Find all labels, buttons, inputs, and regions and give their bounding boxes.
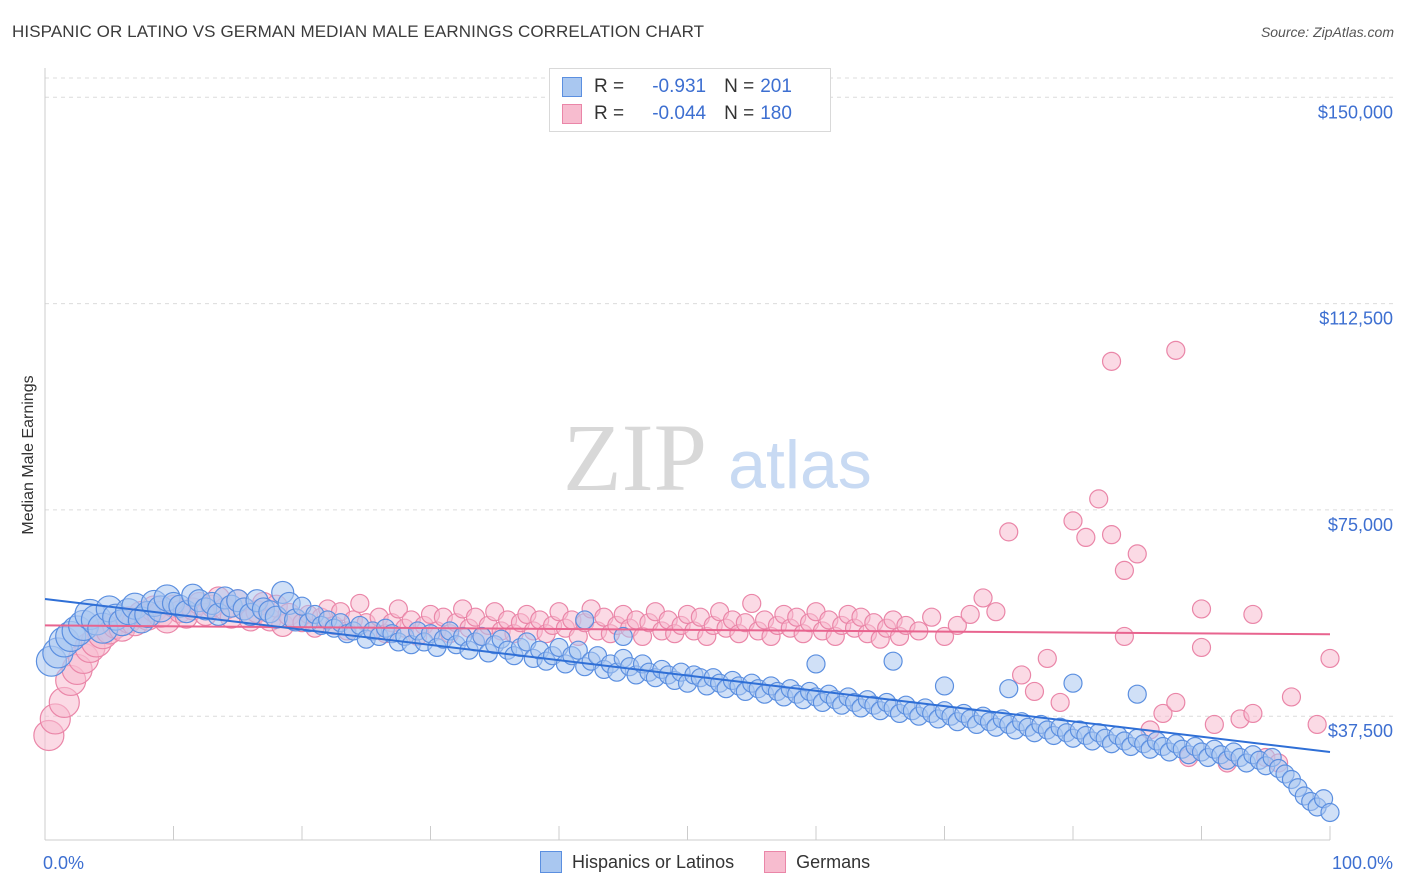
correlation-legend: R = -0.931 N = 201 R = -0.044 N = 180 (549, 68, 831, 132)
r-label: R = (594, 76, 625, 97)
y-tick-label: $37,500 (1328, 721, 1393, 741)
hispanics-trend-line (44, 598, 1331, 753)
axes (44, 68, 1331, 841)
chart-title: HISPANIC OR LATINO VS GERMAN MEDIAN MALE… (12, 22, 705, 41)
hispanics-points (35, 580, 1340, 823)
german-point (1037, 648, 1057, 669)
german-point (350, 593, 370, 614)
y-tick-label: $112,500 (1319, 309, 1393, 329)
german-point (1281, 687, 1302, 707)
german-point (1243, 604, 1263, 625)
n-value: 180 (760, 103, 792, 124)
german-point (1166, 692, 1186, 713)
watermark-atlas: atlas (728, 427, 872, 503)
hispanic-point (1063, 673, 1083, 693)
german-point (1011, 665, 1032, 685)
german-point (1076, 527, 1096, 548)
german-point (1101, 525, 1122, 545)
series-swatch-blue (540, 851, 562, 873)
german-point (388, 599, 408, 619)
legend-row-hispanics: R = -0.931 N = 201 (562, 75, 792, 99)
hispanic-point (613, 626, 633, 647)
hispanic-point (1127, 684, 1147, 704)
german-point (960, 604, 980, 625)
trend-lines (44, 598, 1331, 753)
hispanic-point (806, 654, 826, 674)
german-point (1166, 340, 1186, 360)
source-label: Source: ZipAtlas.com (1260, 24, 1394, 40)
n-value: 201 (760, 76, 792, 97)
german-point (986, 602, 1006, 622)
hispanic-point (934, 676, 955, 696)
series-label-germans: Germans (796, 851, 871, 872)
watermark: ZIP atlas (563, 404, 872, 511)
y-tick-label: $150,000 (1318, 102, 1393, 122)
r-label: R = (594, 103, 625, 124)
german-point (999, 522, 1019, 542)
legend-row-germans: R = -0.044 N = 180 (562, 102, 792, 126)
series-legend-germans: Germans (764, 851, 870, 873)
german-point (1153, 703, 1173, 724)
german-point (1050, 692, 1070, 713)
r-value: -0.931 (652, 76, 707, 97)
german-point (1191, 637, 1212, 658)
tick-labels: $150,000 $112,500 $75,000 $37,500 0.0% 100.0% (43, 102, 1393, 873)
r-value: -0.044 (652, 103, 707, 124)
german-point (1024, 681, 1045, 702)
x-tick-label: 0.0% (43, 853, 84, 873)
watermark-zip: ZIP (563, 404, 707, 511)
germans-trend-line (44, 624, 1331, 636)
series-legend: Hispanics or Latinos Germans (540, 851, 900, 873)
hispanic-point (999, 679, 1019, 699)
series-legend-hispanics: Hispanics or Latinos (540, 851, 734, 873)
german-point (1204, 714, 1224, 735)
hispanic-point (575, 610, 595, 630)
x-tick-label: 100.0% (1332, 853, 1393, 873)
n-label: N = (724, 103, 755, 124)
legend-swatch-pink (562, 104, 582, 124)
series-swatch-pink (764, 851, 787, 873)
german-point (1191, 599, 1212, 619)
german-point (742, 593, 762, 614)
series-label-hispanics: Hispanics or Latinos (572, 851, 735, 872)
german-point (947, 615, 967, 636)
hispanic-point (883, 651, 903, 671)
y-tick-label: $75,000 (1328, 515, 1393, 535)
hispanic-point (1320, 802, 1340, 823)
y-axis-label: Median Male Earnings (20, 375, 37, 534)
german-point (1243, 703, 1263, 724)
german-point (973, 588, 993, 608)
hispanic-point (568, 640, 588, 660)
german-point (1114, 626, 1135, 647)
n-label: N = (724, 76, 755, 97)
legend-swatch-blue (562, 77, 582, 97)
german-point (1307, 714, 1327, 735)
german-point (1101, 351, 1122, 371)
german-point (1320, 648, 1340, 669)
german-point (1127, 544, 1147, 564)
german-point (1089, 489, 1109, 509)
german-point (1114, 560, 1135, 581)
german-point (1063, 511, 1083, 531)
german-point (922, 607, 942, 627)
